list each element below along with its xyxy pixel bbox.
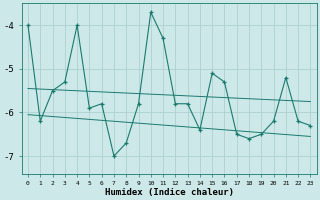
X-axis label: Humidex (Indice chaleur): Humidex (Indice chaleur): [105, 188, 234, 197]
